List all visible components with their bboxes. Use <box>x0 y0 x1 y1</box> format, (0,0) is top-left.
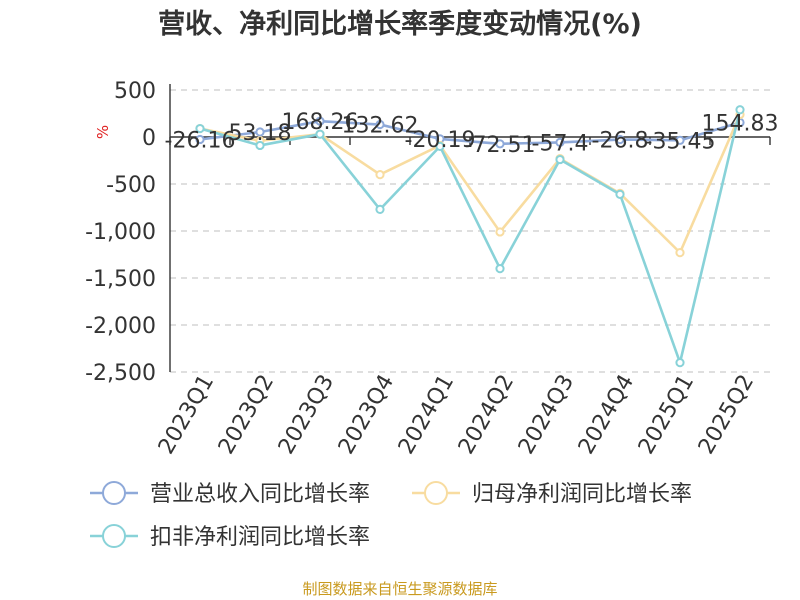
x-tick-label: 2023Q2 <box>214 371 279 459</box>
y-tick-label: -1,500 <box>85 267 156 292</box>
x-tick-label: 2023Q4 <box>334 371 399 459</box>
x-tick-label: 2024Q2 <box>454 371 519 459</box>
series-line <box>199 109 742 364</box>
data-point[interactable] <box>675 358 685 368</box>
data-point[interactable] <box>675 135 685 145</box>
data-label: -35.45 <box>645 129 716 154</box>
legend-marker <box>102 481 126 505</box>
chart-title: 营收、净利同比增长率季度变动情况(%) <box>158 8 642 40</box>
series-line <box>199 119 741 146</box>
data-point[interactable] <box>495 264 505 274</box>
data-point[interactable] <box>495 227 505 237</box>
y-tick-label: -2,500 <box>85 361 156 386</box>
legend-marker <box>102 524 126 548</box>
x-tick-label: 2025Q2 <box>694 371 759 459</box>
legend-item[interactable]: 归母净利润同比增长率 <box>412 481 692 507</box>
x-tick-label: 2025Q1 <box>634 371 699 459</box>
x-tick-label: 2024Q4 <box>574 371 639 459</box>
data-point[interactable] <box>195 134 205 145</box>
source-note: 制图数据来自恒生聚源数据库 <box>302 580 497 598</box>
data-point[interactable] <box>315 116 325 126</box>
legend-label: 归母净利润同比增长率 <box>472 482 692 507</box>
legend-marker <box>424 481 448 505</box>
data-point[interactable] <box>375 204 385 214</box>
legend-item[interactable]: 扣非净利润同比增长率 <box>90 524 370 550</box>
x-tick-label: 2024Q3 <box>514 371 579 459</box>
y-tick-label: -2,000 <box>85 314 156 339</box>
data-point[interactable] <box>615 189 625 199</box>
data-point[interactable] <box>195 123 205 134</box>
data-point[interactable] <box>735 105 745 115</box>
data-label: 53.18 <box>229 121 292 146</box>
data-label: -20.19 <box>405 128 476 153</box>
data-point[interactable] <box>555 137 565 147</box>
data-point[interactable] <box>615 134 625 145</box>
data-label: -26.8 <box>592 129 649 154</box>
data-label: 132.62 <box>342 114 419 139</box>
data-label: -72.51 <box>465 133 536 158</box>
x-tick-label: 2024Q1 <box>394 371 459 459</box>
y-tick-label: 500 <box>114 79 156 104</box>
data-point[interactable] <box>375 119 385 130</box>
data-label: 168.26 <box>282 110 359 135</box>
series-line <box>199 113 742 254</box>
data-label: 154.83 <box>702 111 779 136</box>
y-tick-label: -500 <box>106 173 156 198</box>
data-point[interactable] <box>495 139 505 149</box>
x-tick-label: 2023Q3 <box>274 371 339 459</box>
data-point[interactable] <box>315 129 325 139</box>
x-tick-label: 2023Q1 <box>154 371 219 459</box>
data-label: -57.4 <box>532 131 589 156</box>
legend-item[interactable]: 营业总收入同比增长率 <box>90 481 370 507</box>
data-point[interactable] <box>675 248 685 258</box>
data-point[interactable] <box>375 170 385 180</box>
data-point[interactable] <box>255 127 265 137</box>
legend-label: 扣非净利润同比增长率 <box>150 525 370 550</box>
data-point[interactable] <box>435 141 445 151</box>
legend-label: 营业总收入同比增长率 <box>150 482 370 507</box>
y-tick-label: 0 <box>142 126 156 151</box>
data-point[interactable] <box>555 154 565 165</box>
data-label: -26.16 <box>165 128 236 153</box>
y-tick-label: -1,000 <box>85 220 156 245</box>
data-point[interactable] <box>255 140 265 151</box>
y-axis-unit: % <box>94 125 112 139</box>
